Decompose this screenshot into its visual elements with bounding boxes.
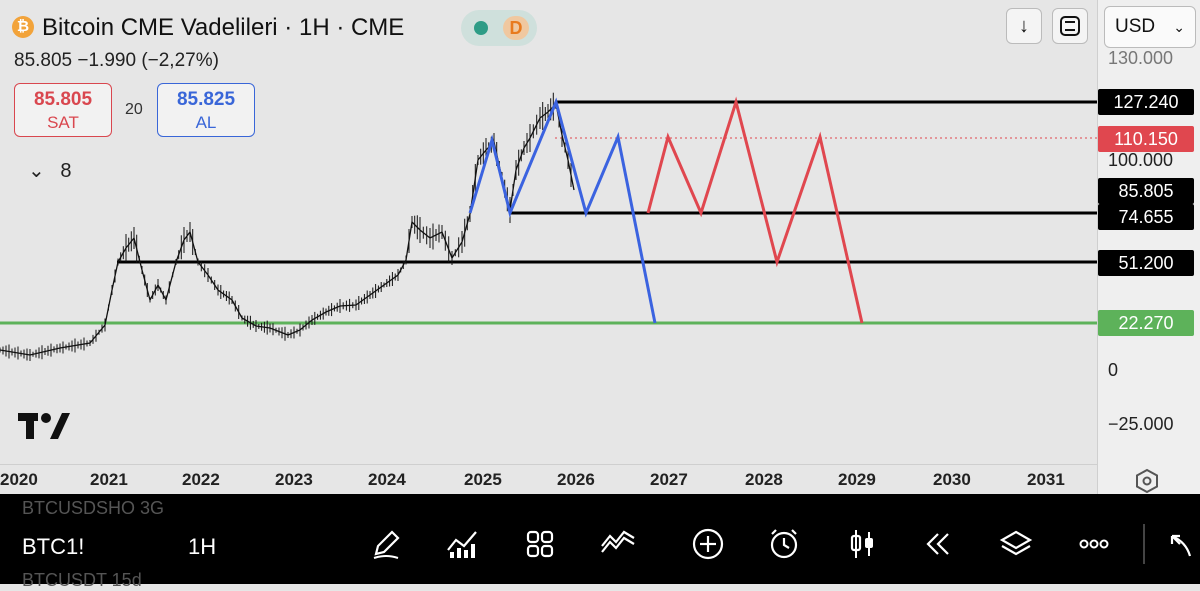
indicator-count: 8 xyxy=(60,160,72,182)
fullscreen-button[interactable] xyxy=(1052,8,1088,44)
year-label-2031: 2031 xyxy=(1027,470,1065,489)
time-axis[interactable] xyxy=(0,464,1097,494)
year-label-2021: 2021 xyxy=(90,470,128,489)
price-axis[interactable] xyxy=(1097,0,1200,494)
symbol-selector[interactable]: BTC1! xyxy=(22,534,85,559)
red-projection-line xyxy=(646,96,864,324)
replay-icon[interactable] xyxy=(918,524,958,564)
chevron-down-icon: ⌄ xyxy=(1173,19,1185,35)
year-label-2023: 2023 xyxy=(275,470,313,489)
buy-button[interactable]: 85.825 AL xyxy=(157,83,255,137)
hexagon-settings-icon xyxy=(1136,468,1158,494)
currency-value: USD xyxy=(1115,16,1156,37)
year-label-2030: 2030 xyxy=(933,470,971,489)
year-label-2026: 2026 xyxy=(557,470,595,489)
compare-icon[interactable] xyxy=(598,524,638,564)
back-icon[interactable] xyxy=(1160,524,1200,564)
market-open-dot-icon xyxy=(474,21,488,35)
symbol-title[interactable]: Bitcoin CME Vadelileri · 1H · CME xyxy=(42,14,405,41)
sell-label: SAT xyxy=(47,113,79,132)
year-label-2028: 2028 xyxy=(745,470,783,489)
year-label-2029: 2029 xyxy=(838,470,876,489)
chart-settings-button[interactable] xyxy=(1134,468,1160,500)
price-tag-22270: 22.270 xyxy=(1098,310,1194,336)
price-label-0: 0 xyxy=(1108,360,1119,380)
fullscreen-icon xyxy=(1060,16,1080,36)
currency-select[interactable]: USD ⌄ xyxy=(1104,6,1196,48)
pencil-icon[interactable] xyxy=(366,524,406,564)
buy-label: AL xyxy=(195,113,217,132)
bottom-toolbar: BTCUSDSHO 3G BTC1! 1H BTCUSDT 15d xyxy=(0,494,1200,590)
year-label-2027: 2027 xyxy=(650,470,688,489)
delayed-data-badge: D xyxy=(503,16,529,40)
tradingview-logo-icon xyxy=(18,413,70,439)
price-history-line xyxy=(0,102,575,356)
tradingview-logo xyxy=(18,410,70,447)
toolbar-separator xyxy=(1143,524,1145,564)
more-icon[interactable] xyxy=(1074,524,1114,564)
indicators-icon[interactable] xyxy=(442,524,482,564)
year-label-2022: 2022 xyxy=(182,470,220,489)
timeframe-selector[interactable]: 1H xyxy=(188,534,217,559)
year-label-2025: 2025 xyxy=(464,470,502,489)
price-tag-current: 85.805 xyxy=(1098,178,1194,204)
year-label-2024: 2024 xyxy=(368,470,406,489)
price-tag-110150: 110.150 xyxy=(1098,126,1194,152)
candles-icon[interactable] xyxy=(842,524,882,564)
market-status-pill[interactable]: D xyxy=(461,10,537,46)
watchlist-next-symbol[interactable]: BTCUSDT 15d xyxy=(22,570,142,590)
price-label-130000: 130.000 xyxy=(1108,48,1174,68)
buy-price: 85.825 xyxy=(176,89,236,110)
chart-area[interactable]: ₿ Bitcoin CME Vadelileri · 1H · CME D 85… xyxy=(0,0,1097,494)
blue-projection-line xyxy=(468,97,657,324)
indicators-toggle[interactable]: ⌄ 8 xyxy=(28,158,71,183)
chart-canvas[interactable] xyxy=(0,0,1097,464)
sell-price: 85.805 xyxy=(33,89,93,110)
price-label-100000: 100.000 xyxy=(1108,150,1174,170)
arrow-down-icon: ↓ xyxy=(1019,15,1029,37)
bitcoin-icon: ₿ xyxy=(12,16,34,38)
alarm-icon[interactable] xyxy=(764,524,804,564)
add-icon[interactable] xyxy=(688,524,728,564)
price-label-neg25000: −25.000 xyxy=(1108,414,1174,434)
spread-value: 20 xyxy=(125,101,143,118)
price-tag-127240: 127.240 xyxy=(1098,89,1194,115)
year-label-2020: 2020 xyxy=(0,470,38,489)
watchlist-prev-symbol[interactable]: BTCUSDSHO 3G xyxy=(22,498,165,518)
layers-icon[interactable] xyxy=(996,524,1036,564)
chevron-down-icon: ⌄ xyxy=(28,160,45,182)
grid-icon[interactable] xyxy=(520,524,560,564)
price-tag-51200: 51.200 xyxy=(1098,250,1194,276)
price-change-line: 85.805 −1.990 (−2,27%) xyxy=(14,50,219,71)
price-tag-74655: 74.655 xyxy=(1098,204,1194,230)
sell-button[interactable]: 85.805 SAT xyxy=(14,83,112,137)
download-button[interactable]: ↓ xyxy=(1006,8,1042,44)
